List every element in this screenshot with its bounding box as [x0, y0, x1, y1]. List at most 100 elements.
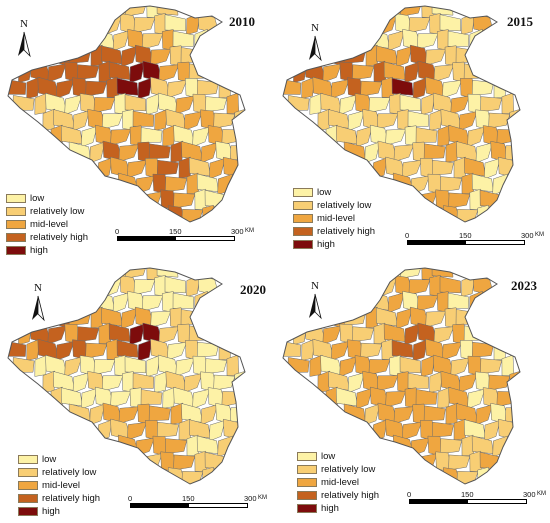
county-region: [392, 172, 415, 195]
county-region: [68, 310, 92, 326]
county-region: [72, 110, 90, 132]
county-region: [183, 373, 203, 393]
county-region: [192, 388, 211, 410]
county-region: [89, 141, 106, 164]
province-outline: [7, 5, 246, 223]
legend: low relatively low mid-level relatively …: [297, 450, 379, 515]
scale-tick-0: 0: [128, 494, 133, 503]
legend-item-low: low: [18, 453, 100, 466]
county-region: [322, 63, 342, 83]
county-region: [164, 276, 186, 294]
legend-swatch: [293, 214, 313, 223]
county-region: [205, 358, 228, 375]
county-region: [396, 45, 413, 68]
county-region: [458, 111, 478, 131]
legend-swatch: [6, 194, 26, 203]
county-region: [47, 325, 67, 345]
county-region: [415, 127, 438, 143]
county-region: [376, 113, 399, 130]
county-region: [200, 404, 218, 426]
county-region: [339, 356, 358, 378]
legend-item-high: high: [297, 502, 379, 515]
county-region: [364, 141, 381, 164]
county-region: [90, 44, 103, 67]
county-region: [360, 342, 383, 359]
county-region: [402, 422, 423, 441]
legend-swatch: [6, 207, 26, 216]
county-region: [293, 323, 308, 346]
scale-unit: KM: [245, 228, 254, 234]
legend-swatch: [293, 188, 313, 197]
north-label: N: [20, 18, 28, 30]
county-region: [488, 374, 511, 391]
county-region: [229, 145, 245, 162]
county-region: [26, 76, 40, 100]
scale-tick-150: 150: [459, 231, 472, 240]
county-region: [118, 144, 140, 163]
province-outline: [282, 5, 521, 223]
county-region: [364, 403, 381, 426]
legend-item-relatively-high: relatively high: [293, 225, 375, 238]
north-arrow: N: [305, 280, 325, 320]
map-2010: [7, 5, 246, 223]
county-region: [368, 97, 391, 113]
county-region: [165, 176, 188, 192]
legend: low relatively low mid-level relatively …: [6, 192, 88, 257]
county-region: [376, 375, 399, 392]
county-region: [407, 372, 430, 389]
legend: low relatively low mid-level relatively …: [293, 186, 375, 251]
county-region: [148, 143, 171, 160]
legend-item-mid-level: mid-level: [6, 218, 88, 231]
county-region: [127, 422, 148, 441]
county-region: [101, 113, 124, 130]
county-region: [81, 125, 98, 148]
scale-bar: 0 150 300 KM: [115, 227, 254, 256]
province-outline: [282, 267, 521, 485]
county-region: [496, 391, 519, 407]
county-region: [396, 307, 413, 330]
legend-item-high: high: [18, 505, 100, 518]
county-region: [431, 421, 454, 438]
county-region: [347, 110, 365, 132]
legend-swatch: [6, 246, 26, 255]
legend-swatch: [18, 481, 38, 490]
county-region: [18, 323, 33, 346]
county-region: [181, 209, 204, 222]
county-region: [392, 434, 415, 457]
scale-tick-300: 300: [244, 494, 257, 503]
county-region: [330, 341, 350, 361]
county-region: [186, 13, 201, 36]
north-arrow: N: [14, 18, 34, 58]
county-region: [467, 126, 486, 148]
county-region: [133, 279, 156, 296]
county-region: [117, 434, 140, 457]
county-region: [461, 275, 476, 298]
legend-swatch: [297, 452, 317, 461]
map-2015: [282, 5, 521, 223]
county-region: [458, 373, 478, 393]
county-region: [181, 471, 204, 484]
county-region: [456, 403, 479, 423]
county-region: [393, 406, 415, 425]
county-region: [221, 129, 244, 145]
county-region: [385, 390, 407, 408]
county-region: [456, 471, 479, 484]
county-region: [167, 79, 188, 99]
county-region: [379, 276, 398, 298]
scale-tick-300: 300: [231, 227, 244, 236]
county-region: [480, 96, 503, 113]
county-region: [213, 374, 236, 391]
county-region: [188, 325, 211, 342]
county-region: [343, 310, 367, 326]
county-region: [68, 48, 92, 64]
county-region: [408, 17, 431, 34]
legend-swatch: [6, 233, 26, 242]
county-region: [471, 341, 494, 358]
county-region: [221, 391, 244, 407]
county-region: [156, 421, 179, 438]
county-region: [475, 142, 493, 164]
scale-bar: 0 150 300 KM: [405, 231, 544, 260]
legend-swatch: [6, 220, 26, 229]
county-region: [356, 387, 373, 410]
county-region: [399, 356, 422, 374]
